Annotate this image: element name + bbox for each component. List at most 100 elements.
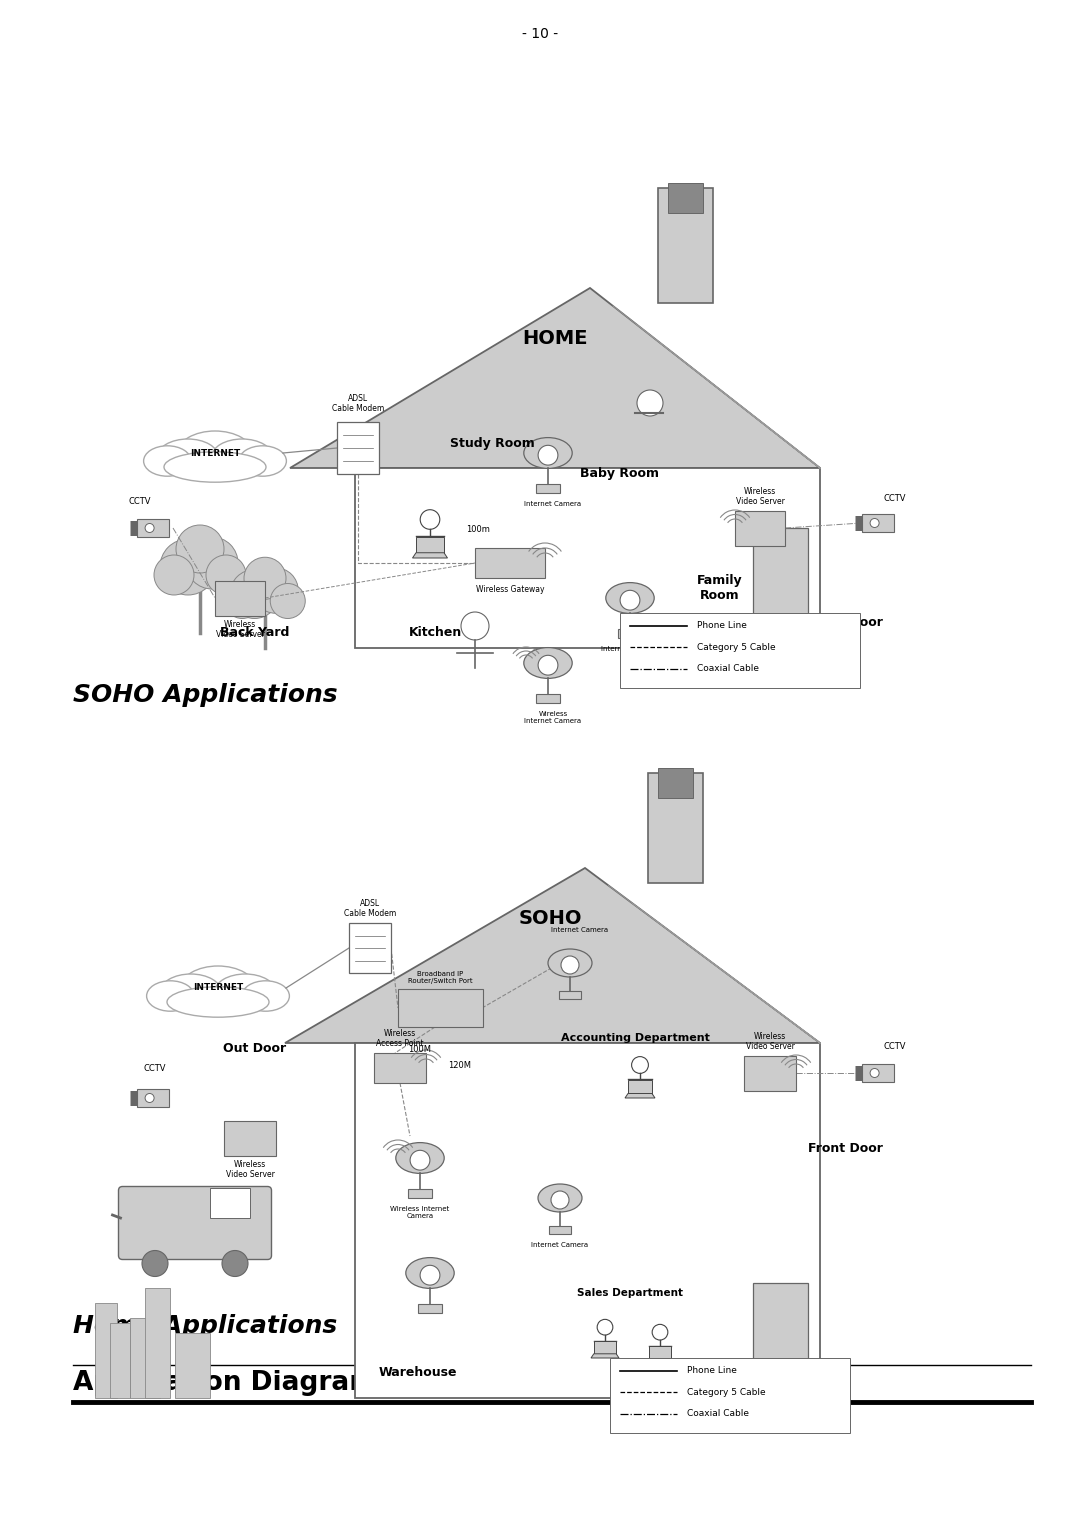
Circle shape — [270, 584, 306, 619]
Bar — [95, 1303, 117, 1398]
Bar — [549, 1225, 571, 1235]
Ellipse shape — [551, 1190, 569, 1209]
Ellipse shape — [538, 656, 558, 675]
Text: Internet Camera: Internet Camera — [602, 646, 659, 652]
Circle shape — [746, 626, 764, 643]
Circle shape — [637, 390, 663, 416]
Ellipse shape — [548, 949, 592, 976]
Ellipse shape — [164, 452, 266, 483]
Ellipse shape — [145, 1094, 154, 1103]
Text: Wireless
Internet Camera: Wireless Internet Camera — [525, 711, 581, 724]
Ellipse shape — [242, 981, 289, 1012]
Ellipse shape — [167, 987, 269, 1018]
Circle shape — [632, 1056, 648, 1073]
Text: Category 5 Cable: Category 5 Cable — [697, 643, 775, 652]
Circle shape — [141, 1250, 168, 1276]
Text: Broadband IP
Router/Switch Port: Broadband IP Router/Switch Port — [407, 970, 472, 984]
Text: ADSL
Cable Modem: ADSL Cable Modem — [343, 898, 396, 918]
Ellipse shape — [606, 582, 654, 613]
Ellipse shape — [870, 518, 879, 527]
Text: Out Door: Out Door — [224, 1042, 286, 1054]
Text: Front Door: Front Door — [808, 1141, 882, 1155]
Ellipse shape — [870, 1068, 879, 1077]
Bar — [753, 529, 808, 648]
Ellipse shape — [212, 439, 273, 475]
Bar — [753, 1284, 808, 1398]
Bar — [744, 1056, 796, 1091]
Text: Internet Camera: Internet Camera — [552, 927, 608, 934]
Text: - 10 -: - 10 - — [522, 26, 558, 41]
Circle shape — [154, 555, 194, 594]
Text: Accounting Department: Accounting Department — [561, 1033, 710, 1044]
Text: Phone Line: Phone Line — [697, 622, 746, 631]
Text: Baby Room: Baby Room — [581, 466, 660, 480]
Text: Back Yard: Back Yard — [220, 626, 289, 640]
Bar — [130, 1319, 160, 1398]
Text: 100m: 100m — [467, 526, 490, 535]
Text: CCTV: CCTV — [883, 1042, 906, 1051]
Text: Internet Camera: Internet Camera — [525, 501, 581, 507]
Bar — [337, 422, 379, 474]
Text: Coaxial Cable: Coaxial Cable — [687, 1409, 748, 1418]
Text: Category 5 Cable: Category 5 Cable — [687, 1387, 766, 1397]
Text: SOHO: SOHO — [518, 909, 582, 927]
Ellipse shape — [620, 590, 639, 610]
Bar — [137, 520, 170, 536]
Circle shape — [222, 1250, 248, 1276]
Ellipse shape — [160, 973, 221, 1010]
Text: Wireless
Video Server: Wireless Video Server — [226, 1160, 274, 1180]
Text: Application Diagrams of the Camera: Application Diagrams of the Camera — [73, 1369, 612, 1397]
Text: Sales Department: Sales Department — [577, 1288, 683, 1297]
Text: Wireless Internet
Camera: Wireless Internet Camera — [390, 1206, 449, 1219]
Ellipse shape — [561, 957, 579, 973]
Polygon shape — [649, 1346, 671, 1358]
Ellipse shape — [180, 966, 255, 1010]
Ellipse shape — [158, 439, 218, 475]
Ellipse shape — [215, 973, 275, 1010]
Text: 100M: 100M — [408, 1045, 432, 1054]
Text: Wireless
Video Server: Wireless Video Server — [216, 620, 265, 639]
Polygon shape — [646, 1358, 674, 1363]
Bar — [418, 1303, 442, 1313]
Text: Phone Line: Phone Line — [687, 1366, 737, 1375]
Polygon shape — [658, 188, 713, 303]
Ellipse shape — [420, 1265, 440, 1285]
Text: Wireless
Video Server: Wireless Video Server — [735, 486, 784, 506]
Circle shape — [244, 558, 286, 599]
Text: Internet Camera: Internet Camera — [531, 1242, 589, 1248]
Circle shape — [160, 539, 216, 594]
Text: CCTV: CCTV — [129, 497, 151, 506]
Ellipse shape — [147, 981, 194, 1012]
Circle shape — [461, 613, 489, 640]
Text: INTERNET: INTERNET — [190, 449, 240, 457]
Circle shape — [176, 526, 224, 573]
Text: Warehouse: Warehouse — [379, 1366, 457, 1380]
Bar — [610, 1358, 850, 1433]
Circle shape — [230, 570, 279, 619]
Bar — [397, 989, 483, 1027]
Bar — [145, 1288, 170, 1398]
Text: CCTV: CCTV — [883, 494, 906, 503]
Text: ADSL
Cable Modem: ADSL Cable Modem — [332, 394, 384, 413]
Text: Front Door: Front Door — [808, 616, 882, 630]
Polygon shape — [627, 1080, 652, 1094]
Polygon shape — [591, 1354, 619, 1358]
Text: Coaxial Cable: Coaxial Cable — [697, 665, 759, 674]
Polygon shape — [285, 868, 820, 1044]
Ellipse shape — [538, 1184, 582, 1212]
Text: 120M: 120M — [448, 1062, 472, 1071]
Polygon shape — [355, 468, 820, 648]
Bar — [374, 1053, 426, 1083]
Text: Study Room: Study Room — [450, 437, 535, 449]
Circle shape — [186, 536, 238, 588]
Bar — [224, 1120, 276, 1155]
Text: HOME: HOME — [523, 329, 588, 347]
Ellipse shape — [239, 446, 286, 477]
Text: CCTV: CCTV — [144, 1063, 166, 1073]
Ellipse shape — [406, 1258, 455, 1288]
Ellipse shape — [410, 1151, 430, 1170]
Bar — [667, 183, 702, 212]
Circle shape — [652, 1325, 667, 1340]
Ellipse shape — [538, 445, 558, 465]
Circle shape — [206, 555, 246, 594]
